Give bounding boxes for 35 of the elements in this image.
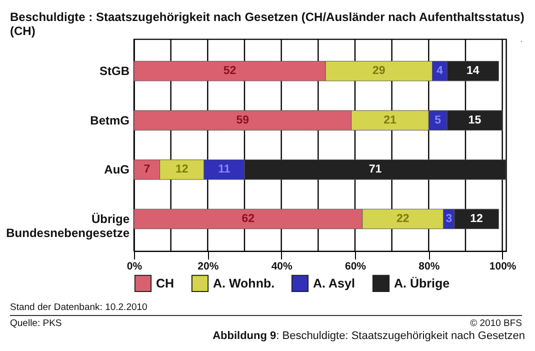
source-note: Quelle: PKS	[10, 318, 62, 329]
data-label: 15	[468, 114, 482, 126]
chart-title: Beschuldigte : Staatszugehörigkeit nach Gesetzen (CH/Ausländer nach Aufenthaltsstatus) (CH)	[10, 10, 526, 38]
data-label: 59	[236, 114, 250, 126]
y-tick-label: StGB	[100, 64, 130, 78]
data-label: 52	[223, 65, 236, 78]
data-label: 5	[434, 114, 442, 126]
legend-label: A. Übrige	[394, 276, 450, 290]
legend-label: A. Asyl	[313, 276, 355, 290]
data-label: 3	[446, 212, 452, 225]
data-label: 71	[368, 164, 382, 176]
data-label: 7	[144, 164, 150, 176]
x-tick-label: 100%	[489, 260, 517, 272]
y-tick-label: Übrige Bundesnebengesetze	[6, 212, 130, 240]
x-tick-label: 0%	[126, 260, 143, 272]
data-label: 12	[470, 212, 483, 225]
x-tick-label: 80%	[418, 260, 440, 272]
legend-label: A. Wohnb.	[213, 276, 275, 290]
text: © 2010 BFS	[470, 318, 522, 329]
x-tick-label: 40%	[271, 260, 293, 272]
text: Abbildung 9: Beschuldigte: Staatszugehörigkeit nach Gesetzen	[212, 330, 525, 342]
data-label: 21	[384, 114, 397, 126]
data-label: 22	[396, 212, 410, 225]
data-label: 11	[218, 164, 231, 176]
legend-label: CH	[156, 276, 174, 290]
x-tick-label: 20%	[198, 260, 220, 272]
data-label: 12	[175, 164, 188, 176]
data-label: 14	[466, 65, 480, 78]
text: Stand der Datenbank: 10.2.2010	[10, 302, 148, 313]
x-tick-label: 60%	[344, 260, 367, 272]
data-label: 62	[242, 212, 255, 225]
data-label: 4	[436, 65, 444, 78]
data-label: 29	[372, 65, 386, 78]
y-tick-label: AuG	[104, 162, 130, 177]
y-tick-label: BetmG	[90, 113, 130, 128]
